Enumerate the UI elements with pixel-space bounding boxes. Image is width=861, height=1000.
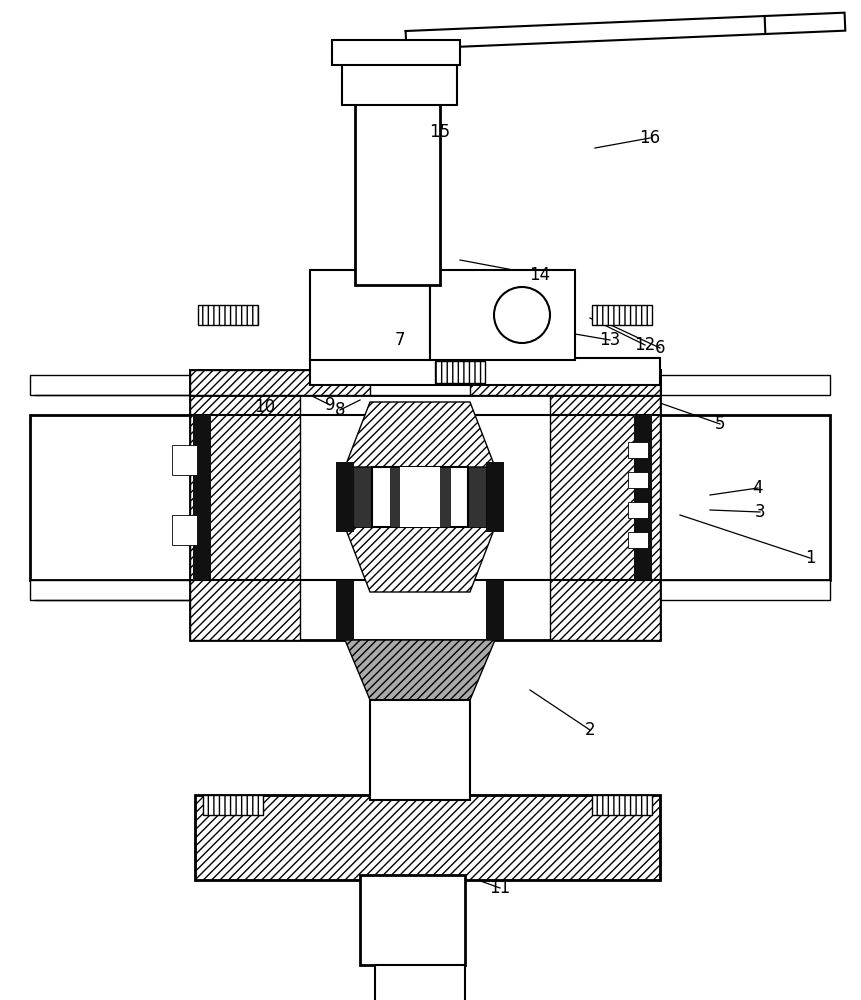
Bar [486, 580, 504, 640]
Bar [486, 462, 504, 532]
Bar [369, 370, 469, 395]
Bar [430, 270, 574, 360]
Bar [189, 370, 660, 640]
Bar [389, 467, 449, 527]
Bar [202, 795, 263, 815]
Bar [172, 515, 197, 545]
Bar [189, 370, 300, 640]
Bar [331, 40, 460, 65]
Text: 2: 2 [584, 721, 595, 739]
Bar [628, 532, 647, 548]
Text: 14: 14 [529, 266, 550, 284]
Bar [195, 795, 660, 880]
Bar [372, 467, 468, 527]
Bar [435, 361, 485, 383]
Text: 15: 15 [429, 123, 450, 141]
Text: 1: 1 [804, 549, 815, 567]
Bar [193, 415, 211, 580]
Bar [354, 467, 372, 527]
Bar [198, 305, 257, 325]
Bar [633, 415, 651, 580]
Bar [30, 415, 195, 580]
Bar [649, 580, 829, 600]
Text: 11: 11 [489, 879, 510, 897]
Text: 7: 7 [394, 331, 405, 349]
Text: 9: 9 [325, 396, 335, 414]
Bar [400, 467, 439, 527]
Text: 3: 3 [754, 503, 765, 521]
Text: 13: 13 [598, 331, 620, 349]
Bar [649, 415, 829, 580]
Polygon shape [344, 527, 494, 592]
Bar [649, 375, 829, 395]
Text: 4: 4 [752, 479, 762, 497]
Polygon shape [764, 13, 845, 34]
Bar [172, 445, 197, 475]
Bar [336, 580, 354, 640]
Bar [336, 462, 354, 532]
Text: 16: 16 [639, 129, 660, 147]
Polygon shape [344, 640, 494, 700]
Bar [592, 305, 651, 325]
Bar [189, 370, 660, 395]
Circle shape [493, 287, 549, 343]
Bar [310, 358, 660, 385]
Bar [592, 795, 651, 815]
Bar [375, 965, 464, 1000]
Bar [468, 467, 486, 527]
Text: 5: 5 [714, 415, 724, 433]
Text: 10: 10 [254, 398, 276, 416]
Bar [30, 375, 195, 395]
Bar [30, 580, 195, 600]
Bar [189, 370, 660, 395]
Text: 12: 12 [634, 336, 655, 354]
Bar [628, 472, 647, 488]
Bar [342, 62, 456, 105]
Bar [310, 270, 430, 360]
Bar [628, 502, 647, 518]
Text: 6: 6 [654, 339, 665, 357]
Bar [628, 442, 647, 458]
Text: 8: 8 [334, 401, 345, 419]
Bar [195, 795, 660, 880]
Bar [369, 700, 469, 800]
Bar [549, 370, 660, 640]
Polygon shape [344, 402, 494, 467]
Bar [355, 100, 439, 285]
Bar [360, 875, 464, 965]
